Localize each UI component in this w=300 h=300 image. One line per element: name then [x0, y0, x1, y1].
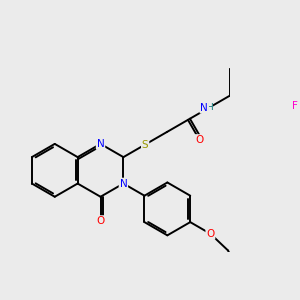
Text: S: S: [142, 140, 148, 150]
Text: N: N: [200, 103, 208, 113]
Text: F: F: [292, 101, 298, 111]
Text: N: N: [97, 139, 104, 149]
Text: O: O: [96, 216, 105, 226]
Text: O: O: [196, 135, 204, 145]
Text: H: H: [206, 103, 212, 112]
Text: O: O: [206, 229, 214, 239]
Text: N: N: [119, 178, 127, 188]
